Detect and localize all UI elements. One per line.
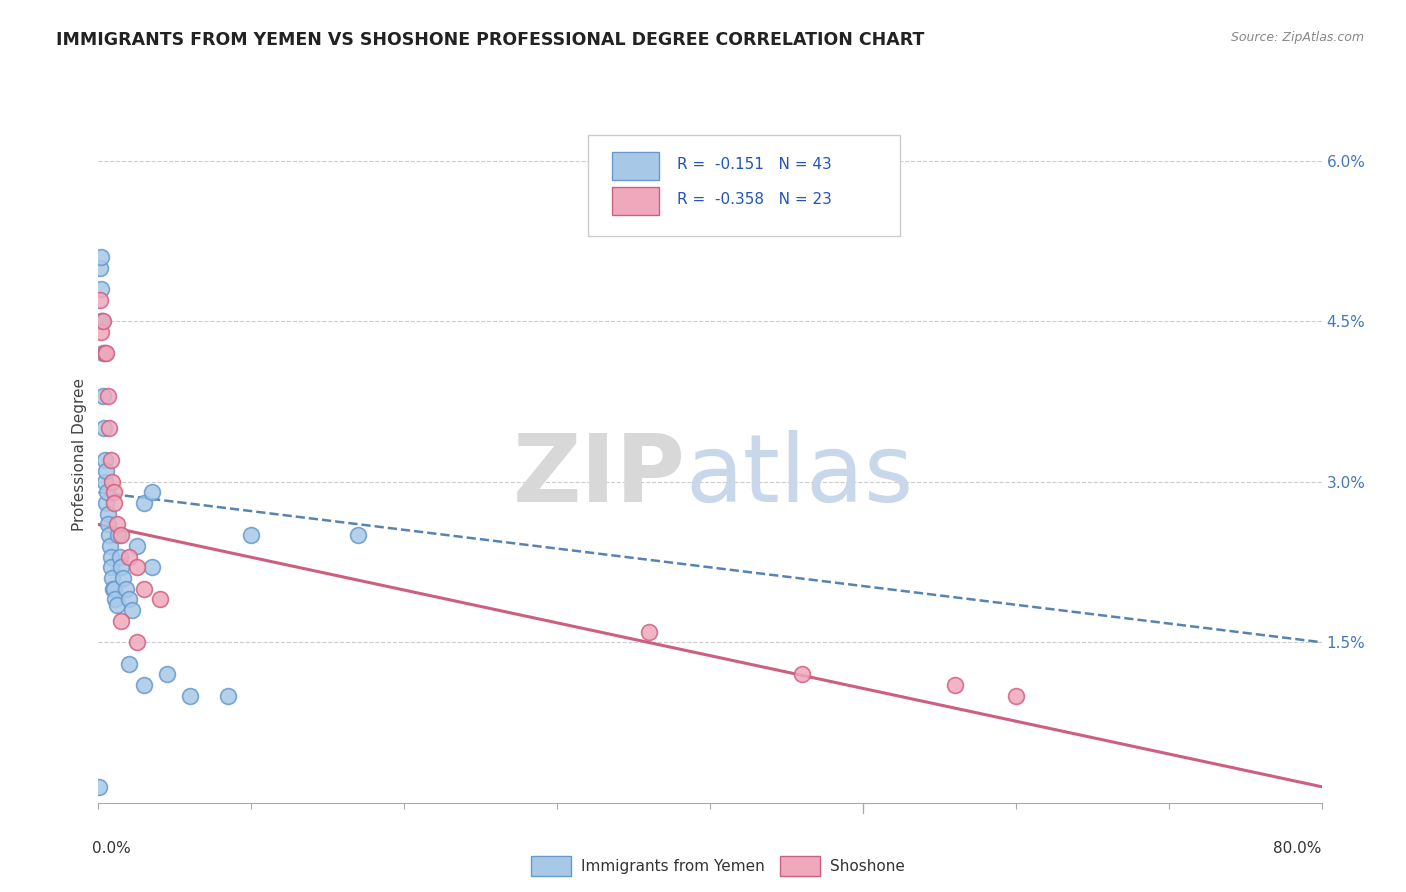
Text: Shoshone: Shoshone xyxy=(830,859,904,873)
Point xyxy=(93,421,115,435)
Point xyxy=(108,549,131,564)
Point xyxy=(115,582,138,596)
Point xyxy=(240,528,263,542)
Point xyxy=(94,346,117,360)
Y-axis label: Professional Degree: Professional Degree xyxy=(72,378,87,532)
Point xyxy=(96,485,118,500)
Text: R =  -0.358   N = 23: R = -0.358 N = 23 xyxy=(678,192,832,207)
Point xyxy=(217,689,239,703)
Point xyxy=(141,485,163,500)
Text: IMMIGRANTS FROM YEMEN VS SHOSHONE PROFESSIONAL DEGREE CORRELATION CHART: IMMIGRANTS FROM YEMEN VS SHOSHONE PROFES… xyxy=(56,31,925,49)
Point xyxy=(111,571,134,585)
Point xyxy=(100,549,122,564)
Point xyxy=(91,389,114,403)
Point xyxy=(105,517,128,532)
Point xyxy=(89,780,111,794)
Point xyxy=(125,560,148,574)
Point xyxy=(107,528,129,542)
Point xyxy=(93,453,115,467)
Point xyxy=(1004,689,1026,703)
Point xyxy=(943,678,966,692)
Point xyxy=(179,689,201,703)
Point xyxy=(90,250,112,264)
Point xyxy=(94,475,117,489)
Point xyxy=(134,678,156,692)
Text: Immigrants from Yemen: Immigrants from Yemen xyxy=(581,859,765,873)
Point xyxy=(98,539,121,553)
Point xyxy=(97,389,120,403)
Point xyxy=(118,549,141,564)
Point xyxy=(110,614,132,628)
Point xyxy=(93,346,115,360)
Point xyxy=(141,560,163,574)
Point xyxy=(94,464,117,478)
Point xyxy=(134,582,156,596)
Point xyxy=(90,314,112,328)
Point xyxy=(100,560,122,574)
Text: R =  -0.151   N = 43: R = -0.151 N = 43 xyxy=(678,157,832,172)
Point xyxy=(149,592,172,607)
Point xyxy=(101,475,124,489)
Point xyxy=(91,346,114,360)
Text: Source: ZipAtlas.com: Source: ZipAtlas.com xyxy=(1230,31,1364,45)
Text: 80.0%: 80.0% xyxy=(1274,841,1322,856)
Point xyxy=(91,314,114,328)
Point xyxy=(638,624,661,639)
Point xyxy=(98,528,121,542)
Point xyxy=(125,539,148,553)
Point xyxy=(94,496,117,510)
Bar xyxy=(612,153,658,180)
Point xyxy=(90,325,112,339)
Point xyxy=(97,517,120,532)
Point xyxy=(134,496,156,510)
Text: ZIP: ZIP xyxy=(513,430,686,522)
Point xyxy=(98,421,121,435)
Point xyxy=(101,582,124,596)
Point xyxy=(103,496,125,510)
Point xyxy=(790,667,813,681)
Point xyxy=(89,293,111,307)
Point xyxy=(121,603,143,617)
Point xyxy=(347,528,370,542)
Point xyxy=(156,667,179,681)
Point xyxy=(103,582,125,596)
Text: atlas: atlas xyxy=(686,430,914,522)
Point xyxy=(90,282,112,296)
Point xyxy=(105,598,128,612)
Point xyxy=(118,657,141,671)
Point xyxy=(125,635,148,649)
FancyBboxPatch shape xyxy=(588,135,900,235)
Point xyxy=(97,507,120,521)
Point xyxy=(89,260,111,275)
Point xyxy=(100,453,122,467)
Point xyxy=(101,571,124,585)
Point xyxy=(103,485,125,500)
Point xyxy=(110,560,132,574)
Point xyxy=(118,592,141,607)
Point xyxy=(104,592,127,607)
Bar xyxy=(612,187,658,215)
Text: 0.0%: 0.0% xyxy=(93,841,131,856)
Point xyxy=(110,528,132,542)
Point xyxy=(91,314,114,328)
